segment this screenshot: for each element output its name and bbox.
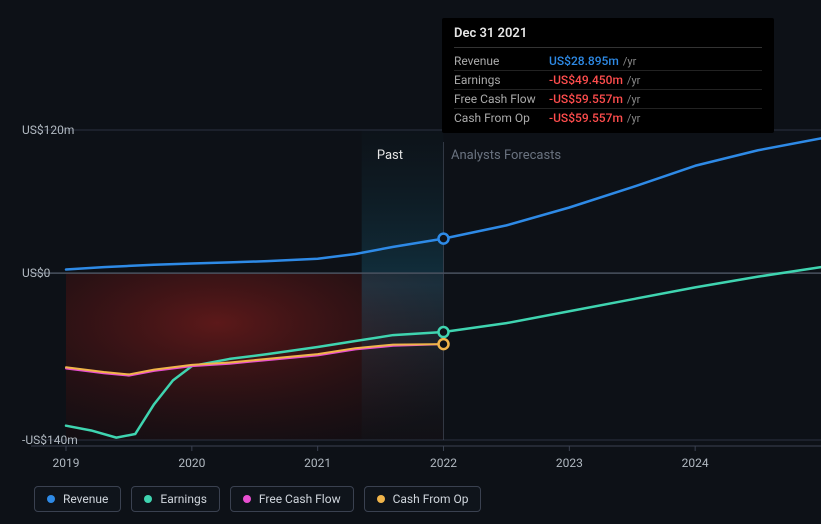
y-axis-label: US$120m [22,123,74,137]
tooltip-date: Dec 31 2021 [454,26,762,48]
chart-legend: Revenue Earnings Free Cash Flow Cash From O… [34,486,481,512]
tooltip-row: Earnings-US$49.450m/yr [454,71,762,90]
tooltip-row-value: -US$49.450m [549,73,623,87]
tooltip-row-value: -US$59.557m [549,111,623,125]
past-label: Past [377,148,403,163]
tooltip-row-value: -US$59.557m [549,92,623,106]
tooltip-row: Free Cash Flow-US$59.557m/yr [454,90,762,109]
legend-item-revenue[interactable]: Revenue [34,486,121,512]
tooltip-row-unit: /yr [627,93,640,106]
tooltip-row-unit: /yr [623,55,636,68]
x-axis-label: 2020 [178,456,205,470]
y-axis-label: -US$140m [22,433,78,447]
tooltip-row-unit: /yr [627,74,640,87]
chart-tooltip: Dec 31 2021 RevenueUS$28.895m/yrEarnings… [442,18,774,133]
legend-item-cfo[interactable]: Cash From Op [364,486,482,512]
x-axis-label: 2022 [430,456,457,470]
y-axis-label: US$0 [22,266,50,280]
legend-label: Cash From Op [393,492,469,506]
tooltip-row-label: Revenue [454,54,549,68]
tooltip-row-label: Cash From Op [454,111,549,125]
x-axis-label: 2023 [556,456,583,470]
tooltip-row: Cash From Op-US$59.557m/yr [454,109,762,127]
x-axis-label: 2021 [304,456,331,470]
x-axis-label: 2024 [682,456,709,470]
legend-item-earnings[interactable]: Earnings [131,486,220,512]
tooltip-row-label: Free Cash Flow [454,92,549,106]
legend-label: Free Cash Flow [259,492,341,506]
forecast-label: Analysts Forecasts [451,148,561,163]
legend-dot [47,495,55,503]
legend-dot [144,495,152,503]
tooltip-row-unit: /yr [627,112,640,125]
tooltip-row-label: Earnings [454,73,549,87]
x-axis-label: 2019 [53,456,80,470]
tooltip-row: RevenueUS$28.895m/yr [454,52,762,71]
legend-dot [377,495,385,503]
legend-label: Revenue [63,492,108,506]
tooltip-row-value: US$28.895m [549,54,619,68]
legend-label: Earnings [160,492,207,506]
legend-dot [243,495,251,503]
legend-item-fcf[interactable]: Free Cash Flow [230,486,354,512]
earnings-chart: Past Analysts Forecasts US$120m US$0 -US$1… [16,0,805,524]
